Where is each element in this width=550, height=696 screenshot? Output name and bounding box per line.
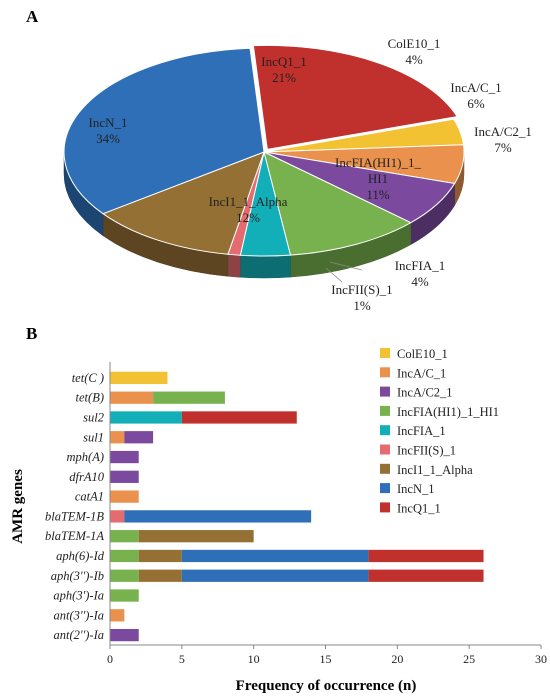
bar-aph-3-ib-incfia-hi1-1-hi1	[110, 569, 139, 582]
x-tick-label: 0	[107, 652, 113, 666]
bar-mph-a-inca-c2-1	[110, 450, 139, 464]
panel-label-a: A	[26, 7, 39, 26]
bar-blatem-1a-incfia-hi1-1-hi1	[110, 530, 139, 543]
bar-sul2-incfia-1	[110, 411, 182, 424]
bar-tet-b-incfia-hi1-1-hi1	[153, 391, 225, 404]
x-tick-label: 5	[179, 652, 185, 666]
legend-label-inca-c2-1: IncA/C2_1	[397, 386, 453, 400]
x-tick-label: 30	[535, 652, 547, 666]
pie-label-incfii-s-1: IncFII(S)_1 1%	[331, 282, 392, 313]
legend-label-incfia-hi1-1-hi1: IncFIA(HI1)_1_HI1	[397, 405, 499, 419]
pie-side-incfii-s-1	[227, 254, 241, 278]
bar-aph-3-ia-incfia-hi1-1-hi1	[110, 589, 139, 602]
legend-swatch-incq1-1	[380, 502, 390, 513]
bar-aph-3-ib-inci1-1-alpha	[138, 569, 182, 582]
pie-side-incfia-1	[240, 254, 291, 279]
category-label: aph(6)-Id	[56, 549, 105, 563]
bar-tet-b-inca-c-1	[110, 391, 154, 404]
legend-label-cole10-1: ColE10_1	[397, 347, 448, 361]
legend: ColE10_1 IncA/C_1 IncA/C2_1 IncFIA(HI1)_1_H…	[380, 347, 499, 515]
x-axis-title: Frequency of occurrence (n)	[236, 678, 417, 694]
pie-label-inca-c-1: IncA/C_1 6%	[450, 80, 501, 111]
legend-swatch-inci1-1-alpha	[380, 463, 390, 474]
bar-sul1-inca-c-1	[110, 431, 125, 444]
category-label: dfrA10	[69, 470, 104, 484]
category-labels: tet(C ) tet(B) sul2 sul1 mph(A) dfrA10 catA1 bl…	[45, 371, 105, 642]
bar-aph-3-ib-incq1-1	[368, 569, 484, 582]
pie-slice-inci1-1-alpha	[101, 151, 265, 255]
pie-label-incfia-hi1-1-hi1: IncFIA(HI1)_1_ HI1 11%	[335, 155, 421, 202]
category-label: sul1	[83, 430, 104, 444]
leader-line	[329, 261, 363, 271]
category-label: blaTEM-1A	[45, 529, 104, 543]
x-tick-label: 25	[463, 652, 475, 666]
legend-swatch-incfia-hi1-1-hi1	[380, 405, 390, 416]
category-label: ant(2'')-Ia	[54, 628, 104, 642]
pie-slice-incfia-hi1-1-hi1	[263, 151, 412, 256]
category-label: catA1	[75, 490, 104, 504]
category-label: mph(A)	[67, 450, 105, 464]
legend-label-inca-c-1: IncA/C_1	[397, 366, 446, 380]
legend-swatch-cole10-1	[380, 348, 390, 358]
bar-blatem-1a-inci1-1-alpha	[138, 530, 254, 543]
pie-slice-incn-1	[63, 47, 265, 215]
pie-slice-incq1-1	[252, 44, 458, 150]
category-label: blaTEM-1B	[45, 509, 104, 523]
x-tick-label: 10	[248, 652, 260, 666]
legend-label-incn-1: IncN_1	[397, 482, 435, 496]
x-tick-label: 15	[320, 652, 332, 666]
bar-dfra10-inca-c2-1	[110, 470, 139, 483]
legend-swatch-incn-1	[380, 483, 390, 494]
pie-label-incn-1: IncN_1 34%	[89, 115, 128, 146]
x-axis: 0 5 10 15 20 25 30	[107, 362, 547, 666]
category-label: tet(B)	[76, 391, 104, 405]
pie-sides	[63, 151, 465, 279]
legend-label-incq1-1: IncQ1_1	[397, 501, 441, 515]
legend-label-incfia-1: IncFIA_1	[397, 424, 446, 438]
pie-label-cole10-1: ColE10_1 4%	[388, 36, 441, 67]
category-label: sul2	[83, 410, 104, 424]
legend-label-incfii-s-1: IncFII(S)_1	[397, 444, 456, 458]
bar-aph-6-id-incfia-hi1-1-hi1	[110, 549, 139, 563]
bar-aph-6-id-incq1-1	[368, 549, 484, 563]
panel-label-b: B	[26, 324, 37, 343]
bar-blatem-1b-incfii-s-1	[110, 510, 125, 523]
leader-line	[325, 267, 343, 283]
pie-slices	[63, 44, 465, 257]
x-tick-label: 20	[391, 652, 403, 666]
bar-aph-6-id-inci1-1-alpha	[138, 549, 182, 563]
bar-aph-6-id-incn-1	[181, 549, 369, 563]
category-label: aph(3'')-Ib	[51, 569, 104, 583]
pie-label-incq1-1: IncQ1_1 21%	[261, 54, 307, 85]
bar-sul2-incq1-1	[181, 411, 297, 424]
legend-swatch-inca-c2-1	[380, 386, 390, 397]
category-label: ant(3'')-Ia	[54, 608, 104, 622]
pie-label-incfia-1: IncFIA_1 4%	[395, 258, 446, 289]
bar-marks	[110, 371, 484, 642]
pie-label-inci1-1-alpha: IncI1_1_Alpha 12%	[209, 194, 288, 225]
category-label: tet(C )	[72, 371, 104, 385]
bar-ant-2-ia-inca-c2-1	[110, 628, 139, 642]
legend-swatch-inca-c-1	[380, 367, 390, 378]
category-label: aph(3')-Ia	[53, 589, 104, 603]
bar-ant-3-ia-inca-c-1	[110, 609, 125, 622]
bar-sul1-inca-c2-1	[124, 431, 154, 444]
bar-cata1-inca-c-1	[110, 490, 139, 503]
y-axis-title: AMR genes	[10, 469, 26, 544]
bar-tet-c-cole10-1	[110, 371, 168, 385]
legend-label-inci1-1-alpha: IncI1_1_Alpha	[397, 463, 473, 477]
pie-labels: IncQ1_1 21% ColE10_1 4% IncA/C_1 6% IncA/C2_1 7…	[89, 36, 532, 313]
bar-blatem-1b-incn-1	[124, 510, 312, 523]
pie-label-inca-c2-1: IncA/C2_1 7%	[474, 124, 532, 155]
bar-aph-3-ib-incn-1	[181, 569, 369, 582]
legend-swatch-incfii-s-1	[380, 444, 390, 455]
legend-swatch-incfia-1	[380, 425, 390, 436]
